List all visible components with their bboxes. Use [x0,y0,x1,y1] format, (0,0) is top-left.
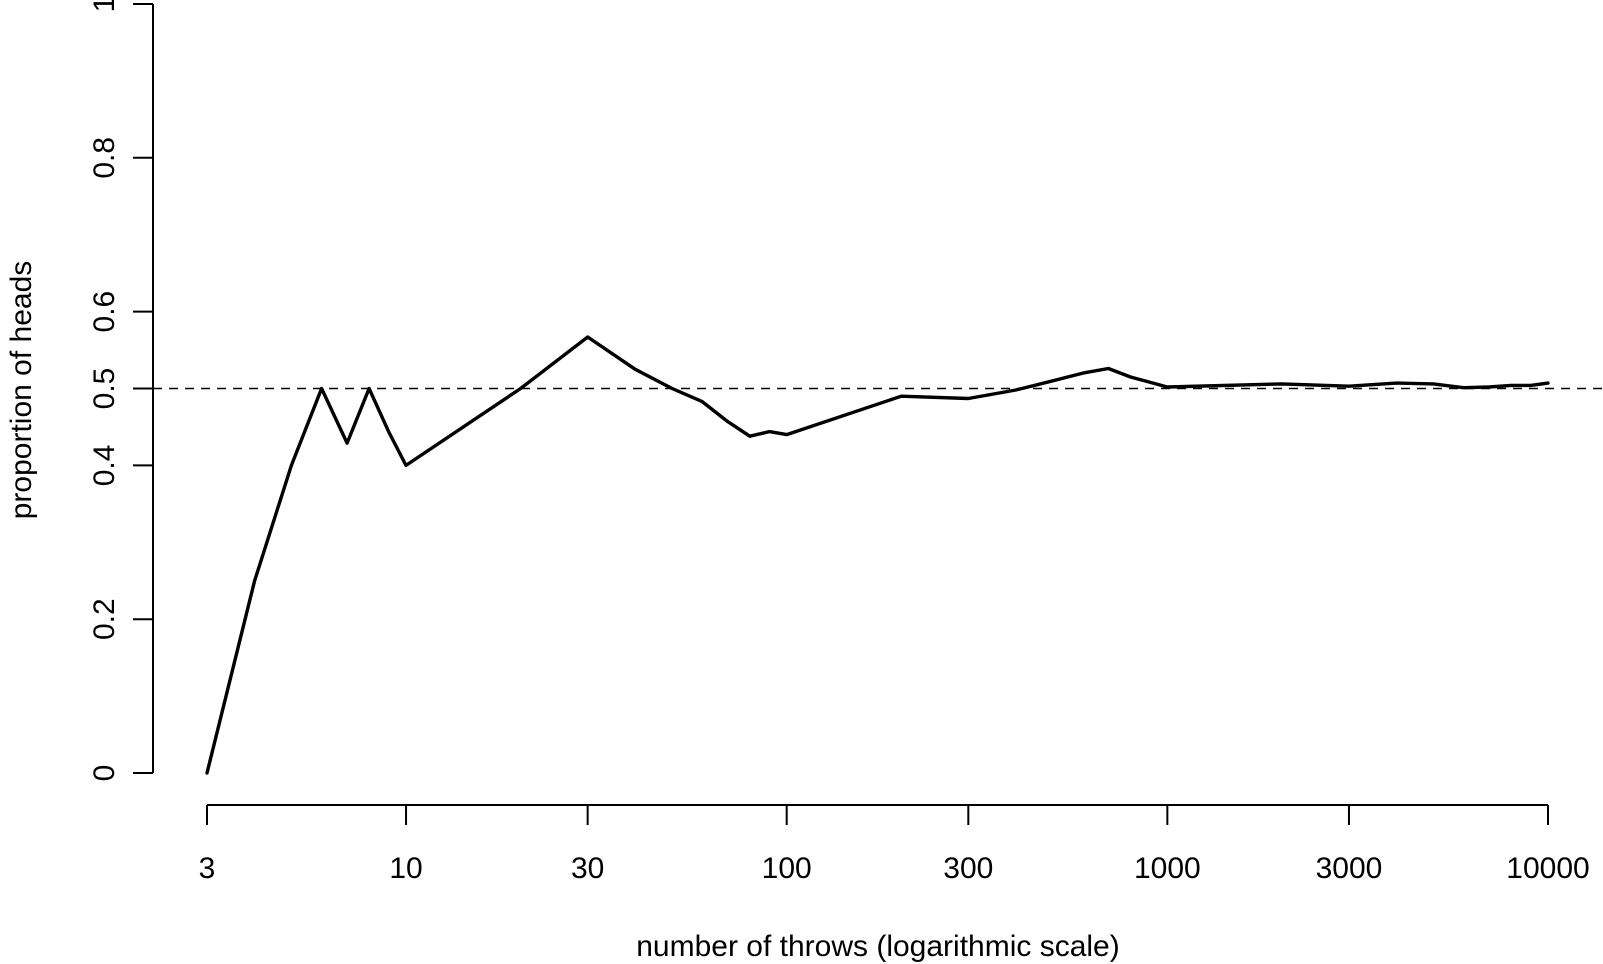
x-tick-label: 10 [389,852,422,885]
y-tick-label: 0.6 [88,291,121,333]
y-axis-title: proportion of heads [5,261,38,520]
x-axis: 3 10 30 100 300 1000 3000 10000 [199,804,1590,885]
x-tick-label: 1000 [1134,852,1201,885]
x-tick-label: 3000 [1316,852,1383,885]
y-tick-label: 1 [88,0,121,12]
y-tick-label: 0.2 [88,598,121,640]
y-tick-label: 0.4 [88,445,121,487]
y-tick-label: 0.8 [88,137,121,179]
x-tick-label: 30 [571,852,604,885]
x-tick-label: 100 [762,852,812,885]
y-axis: 0 0.2 0.4 0.5 0.6 0.8 1 [88,0,154,782]
x-tick-label: 10000 [1506,852,1589,885]
y-tick-label: 0 [88,765,121,782]
series-line [205,335,1550,775]
y-tick-label: 0.5 [88,368,121,410]
x-axis-title: number of throws (logarithmic scale) [636,930,1120,963]
x-tick-label: 300 [943,852,993,885]
x-tick-label: 3 [199,852,216,885]
series-layer [205,335,1550,775]
